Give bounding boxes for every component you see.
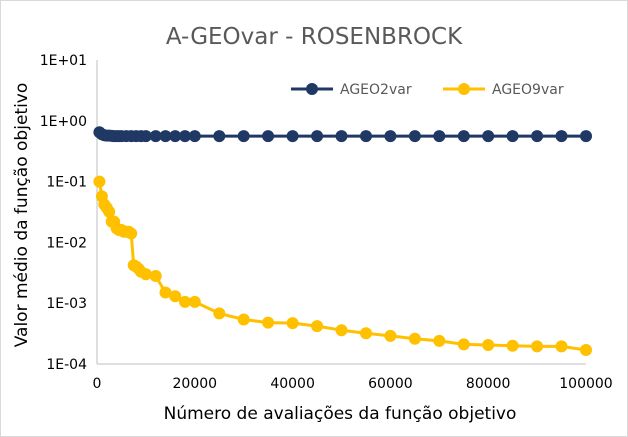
data-point-ageo9var bbox=[169, 290, 182, 303]
x-tick-labels: 0 20000 40000 60000 80000 100000 bbox=[93, 376, 613, 392]
data-point-ageo9var bbox=[555, 340, 568, 353]
data-point-ageo9var bbox=[433, 334, 446, 347]
data-point-ageo9var bbox=[93, 175, 106, 188]
data-point-ageo9var bbox=[311, 320, 324, 333]
data-point-ageo2var bbox=[335, 130, 348, 143]
data-point-ageo9var bbox=[149, 270, 162, 282]
series-ageo2var bbox=[93, 126, 592, 143]
y-axis-title: Valor médio da função objetivo bbox=[12, 83, 32, 348]
data-point-ageo9var bbox=[237, 313, 250, 326]
x-tick-label: 60000 bbox=[368, 376, 413, 392]
data-point-ageo9var bbox=[139, 268, 152, 281]
data-point-ageo2var bbox=[433, 130, 446, 143]
data-point-ageo9var bbox=[360, 327, 372, 340]
data-point-ageo9var bbox=[408, 332, 421, 345]
data-point-ageo2var bbox=[237, 130, 250, 143]
y-tick-label: 1E+01 bbox=[40, 53, 87, 69]
y-tick-label: 1E+00 bbox=[40, 114, 87, 130]
data-point-ageo2var bbox=[457, 130, 470, 143]
y-tick-label: 1E-04 bbox=[46, 357, 87, 373]
data-point-ageo2var bbox=[360, 130, 372, 143]
legend: AGEO2var AGEO9var bbox=[291, 82, 564, 98]
data-point-ageo2var bbox=[384, 130, 397, 143]
x-tick-label: 0 bbox=[93, 376, 102, 392]
data-point-ageo9var bbox=[286, 317, 299, 330]
data-point-ageo9var bbox=[179, 295, 191, 308]
x-tick-label: 40000 bbox=[270, 376, 315, 392]
x-axis-title: Número de avaliações da função objetivo bbox=[164, 404, 517, 424]
y-tick-label: 1E-03 bbox=[46, 296, 87, 312]
y-tick-label: 1E-02 bbox=[46, 235, 87, 251]
series-ageo9var bbox=[93, 175, 592, 356]
chart-title: A-GEOvar - ROSENBROCK bbox=[166, 24, 463, 50]
y-tick-labels: 1E-04 1E-03 1E-02 1E-01 1E+00 1E+01 bbox=[40, 53, 87, 373]
data-point-ageo2var bbox=[555, 130, 568, 143]
y-tick-label: 1E-01 bbox=[46, 175, 87, 191]
data-point-ageo9var bbox=[482, 339, 495, 351]
data-point-ageo9var bbox=[457, 338, 470, 351]
legend-label-ageo9var: AGEO9var bbox=[492, 82, 564, 98]
data-point-ageo2var bbox=[311, 130, 324, 143]
data-point-ageo9var bbox=[506, 339, 519, 352]
data-point-ageo9var bbox=[159, 286, 172, 299]
data-point-ageo9var bbox=[262, 316, 275, 329]
legend-marker-ageo9var bbox=[458, 83, 470, 95]
data-point-ageo9var bbox=[580, 344, 592, 356]
data-point-ageo2var bbox=[482, 130, 495, 143]
series-layer bbox=[93, 126, 592, 356]
data-point-ageo9var bbox=[125, 227, 138, 240]
data-point-ageo9var bbox=[213, 307, 226, 320]
data-point-ageo9var bbox=[531, 340, 544, 353]
data-point-ageo2var bbox=[179, 130, 191, 143]
data-point-ageo2var bbox=[286, 130, 299, 143]
data-point-ageo9var bbox=[103, 205, 116, 218]
data-point-ageo2var bbox=[580, 130, 592, 143]
data-point-ageo2var bbox=[213, 130, 226, 143]
data-point-ageo2var bbox=[531, 130, 544, 143]
x-tick-label: 100000 bbox=[559, 376, 612, 392]
data-point-ageo2var bbox=[262, 130, 275, 143]
data-point-ageo9var bbox=[188, 295, 201, 308]
data-point-ageo9var bbox=[384, 329, 397, 342]
data-point-ageo2var bbox=[139, 130, 152, 143]
data-point-ageo2var bbox=[159, 130, 172, 143]
data-point-ageo2var bbox=[149, 130, 162, 143]
data-point-ageo2var bbox=[188, 130, 201, 143]
legend-label-ageo2var: AGEO2var bbox=[340, 82, 412, 98]
data-point-ageo2var bbox=[506, 130, 519, 143]
x-tick-label: 80000 bbox=[466, 376, 511, 392]
data-point-ageo2var bbox=[408, 130, 421, 143]
legend-marker-ageo2var bbox=[306, 83, 318, 95]
data-point-ageo2var bbox=[169, 130, 182, 143]
data-point-ageo9var bbox=[335, 324, 348, 337]
x-tick-label: 20000 bbox=[173, 376, 218, 392]
